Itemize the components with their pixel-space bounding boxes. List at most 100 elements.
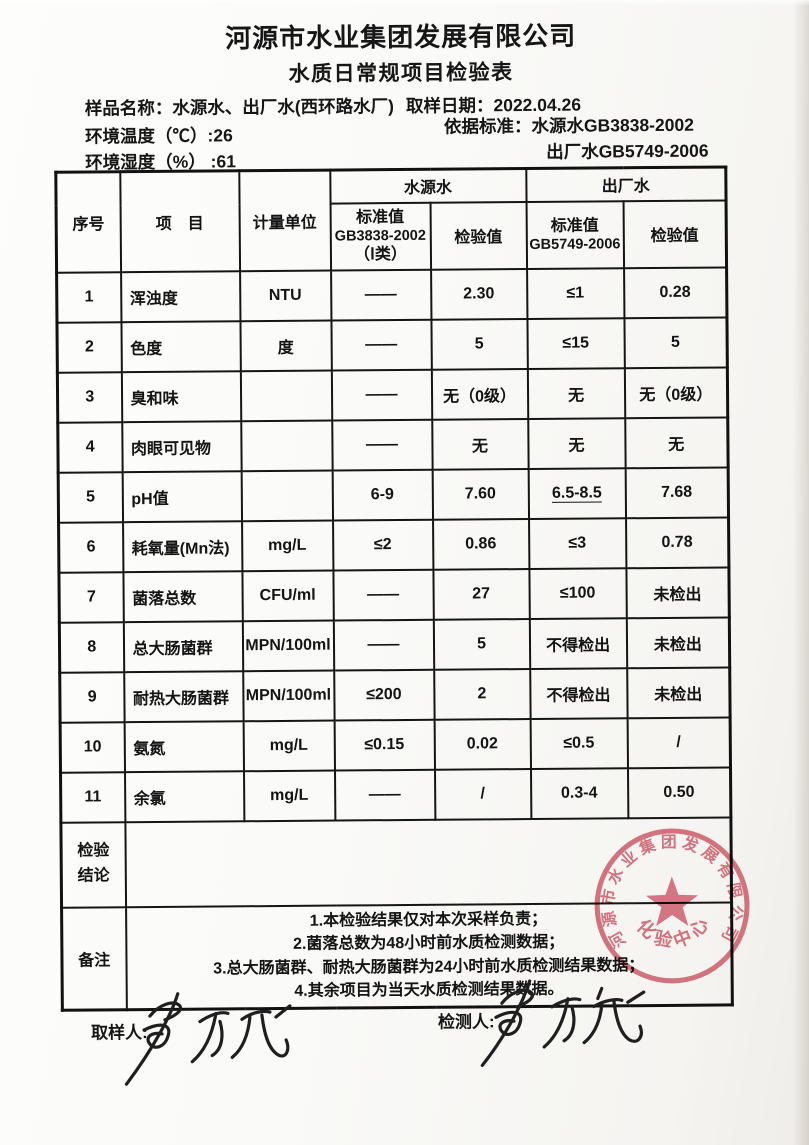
cell-source-standard: —— — [334, 769, 435, 821]
cell-outlet-standard: ≤1 — [526, 267, 624, 319]
cell-outlet-standard: ≤100 — [528, 567, 627, 619]
cell-item: 余氯 — [124, 770, 244, 822]
cell-item: 浑浊度 — [120, 270, 240, 322]
source-standard-class: （Ⅰ类） — [354, 245, 407, 264]
cell-source-value: 无（0级） — [431, 368, 528, 420]
cell-item: 氨氮 — [124, 720, 244, 772]
svg-text:化验中心: 化验中心 — [633, 910, 716, 952]
table-row: 11 余氯 mg/L —— / 0.3-4 0.50 — [60, 766, 731, 823]
cell-item: 耐热大肠菌群 — [123, 670, 244, 722]
cell-source-standard: ≤0.15 — [334, 719, 435, 771]
cell-unit: NTU — [239, 270, 331, 321]
photo-edge-shadow — [793, 0, 809, 1145]
cell-source-standard: —— — [333, 619, 434, 671]
seal-center-text: 化验中心 — [633, 910, 716, 952]
cell-source-value: 无 — [431, 418, 529, 470]
cell-unit: CFU/ml — [241, 570, 334, 621]
table-row: 9 耐热大肠菌群 MPN/100ml ≤200 2 不得检出 未检出 — [59, 666, 731, 723]
col-header-outlet-standard: 标准值 GB5749-2006 — [526, 200, 624, 269]
cell-item: 耗氧量(Mn法) — [122, 520, 242, 572]
document-title: 水质日常规项目检验表 — [288, 61, 514, 86]
cell-source-value: 5 — [433, 618, 530, 670]
col-header-outlet-value: 检验值 — [623, 199, 727, 268]
table-group-header-row: 序号 项 目 计量单位 水源水 出厂水 — [55, 166, 727, 273]
cell-source-standard: —— — [331, 369, 432, 421]
cell-unit: MPN/100ml — [242, 620, 334, 671]
cell-outlet-standard: 0.3-4 — [530, 767, 628, 819]
cell-item: pH值 — [122, 470, 242, 522]
cell-outlet-value: 7.68 — [625, 466, 729, 518]
cell-outlet-value: 0.28 — [623, 266, 727, 318]
table-row: 2 色度 度 —— 5 ≤15 5 — [56, 316, 728, 373]
photo-edge-highlight — [0, 0, 809, 6]
cell-outlet-standard: 6.5-8.5 — [528, 467, 626, 519]
col-header-unit: 计量单位 — [238, 170, 331, 271]
cell-unit: mg/L — [243, 720, 335, 771]
cell-item: 总大肠菌群 — [123, 620, 243, 672]
sampler-signature — [124, 992, 292, 1086]
cell-outlet-standard: ≤3 — [528, 517, 626, 569]
cell-outlet-standard: ≤15 — [526, 317, 625, 369]
sample-name-value: 水源水、出厂水(西环路水厂) — [172, 96, 395, 118]
cell-seq: 8 — [59, 621, 124, 673]
cell-item: 色度 — [120, 320, 241, 372]
cell-outlet-value: 0.50 — [627, 766, 731, 818]
cell-seq: 1 — [56, 271, 121, 323]
cell-outlet-standard: 无 — [527, 417, 626, 469]
env-temperature: 环境温度（℃）:26 — [84, 125, 233, 147]
cell-source-standard: 6-9 — [332, 469, 433, 521]
table-row: 5 pH值 6-9 7.60 6.5-8.5 7.68 — [58, 466, 729, 523]
sample-name-label: 样品名称： — [84, 97, 173, 119]
standard-basis-source: 依据标准：水源水GB3838-2002 — [444, 112, 694, 139]
cell-source-value: 0.02 — [434, 718, 531, 770]
cell-seq: 3 — [57, 371, 122, 423]
cell-unit: mg/L — [243, 770, 335, 821]
table-row: 8 总大肠菌群 MPN/100ml —— 5 不得检出 未检出 — [59, 616, 730, 673]
tester-signature — [480, 979, 646, 1068]
cell-outlet-value: / — [627, 716, 731, 768]
col-header-source-standard: 标准值 GB3838-2002 （Ⅰ类） — [330, 202, 431, 271]
cell-item: 菌落总数 — [122, 570, 243, 622]
cell-outlet-value: 未检出 — [625, 566, 730, 618]
table-row: 6 耗氧量(Mn法) mg/L ≤2 0.86 ≤3 0.78 — [58, 516, 729, 573]
table-row: 10 氨氮 mg/L ≤0.15 0.02 ≤0.5 / — [60, 716, 731, 773]
cell-outlet-value: 未检出 — [626, 666, 731, 718]
table-row: 7 菌落总数 CFU/ml —— 27 ≤100 未检出 — [58, 566, 730, 623]
outlet-standard-label: 标准值 — [550, 216, 599, 235]
cell-seq: 4 — [57, 421, 123, 473]
seal-ring — [594, 828, 750, 984]
cell-source-standard: —— — [330, 269, 431, 321]
cell-unit: MPN/100ml — [242, 670, 335, 721]
cell-source-standard: ≤200 — [333, 669, 435, 721]
outlet-standard-code: GB5749-2006 — [529, 235, 621, 253]
cell-source-value: / — [434, 768, 531, 820]
cell-source-value: 2.30 — [430, 268, 527, 320]
conclusion-label: 检验结论 — [60, 821, 126, 908]
cell-outlet-value: 未检出 — [626, 616, 730, 668]
cell-unit: 度 — [239, 320, 332, 371]
group-header-source-water: 水源水 — [329, 168, 527, 204]
cell-unit — [241, 470, 333, 521]
cell-source-value: 2 — [433, 668, 531, 720]
cell-outlet-value: 0.78 — [625, 516, 729, 568]
cell-seq: 11 — [60, 771, 125, 823]
source-standard-code: GB3838-2002 — [334, 227, 426, 245]
basis-source-value: 水源水GB3838-2002 — [531, 114, 694, 136]
basis-label: 依据标准： — [443, 115, 532, 137]
cell-seq: 7 — [58, 571, 124, 623]
cell-outlet-value: 无（0级） — [624, 366, 728, 418]
table-row: 4 肉眼可见物 —— 无 无 无 — [57, 416, 729, 473]
cell-outlet-standard: 不得检出 — [529, 617, 627, 669]
table-row: 3 臭和味 —— 无（0级） 无 无（0级） — [57, 366, 728, 423]
cell-seq: 5 — [58, 471, 123, 523]
cell-source-value: 0.86 — [432, 518, 529, 570]
cell-outlet-standard: 无 — [527, 367, 625, 419]
cell-source-standard: —— — [331, 419, 433, 471]
standard-basis-outlet: 出厂水GB5749-2006 — [546, 140, 709, 162]
cell-source-standard: —— — [330, 319, 432, 371]
cell-source-value: 27 — [432, 568, 530, 620]
cell-seq: 10 — [60, 721, 125, 773]
cell-outlet-standard: ≤0.5 — [530, 717, 628, 769]
